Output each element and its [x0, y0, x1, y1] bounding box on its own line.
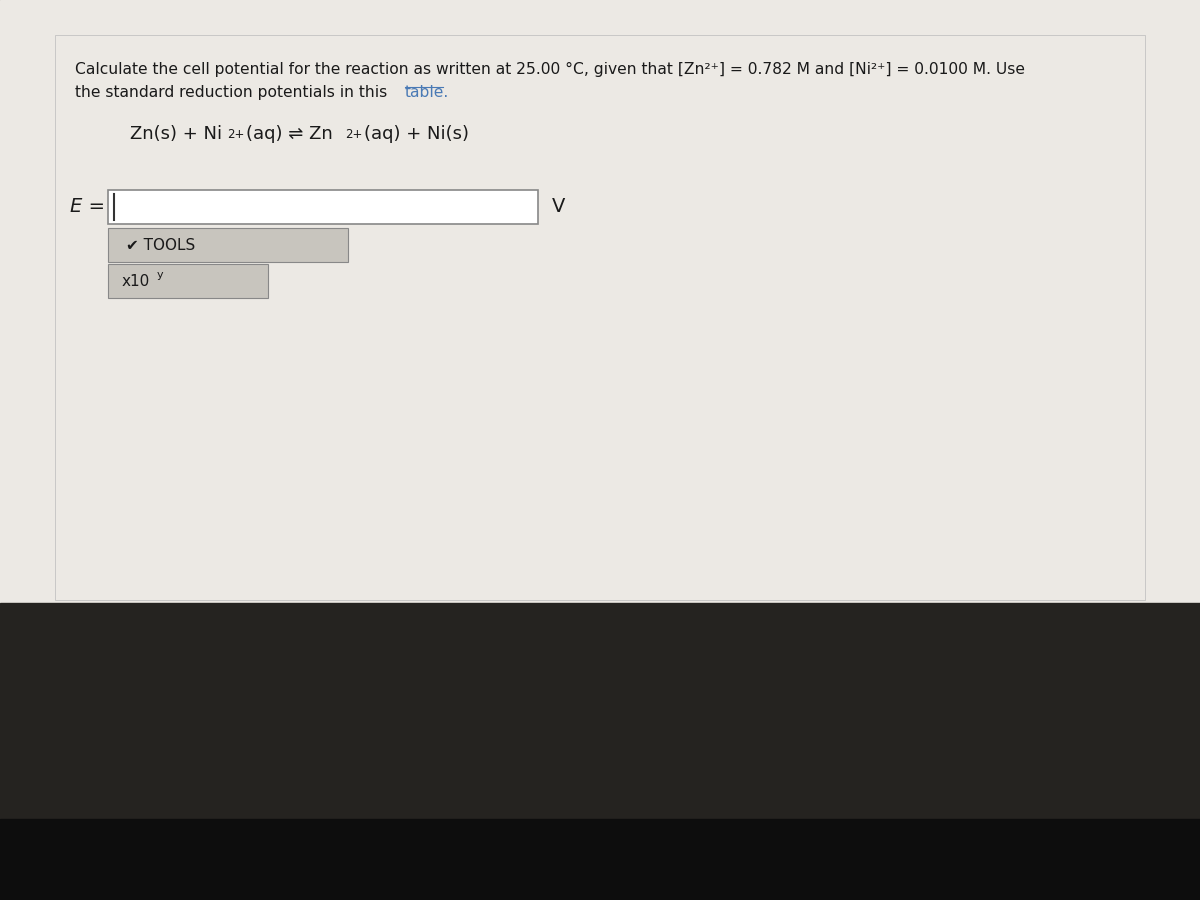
- Text: Calculate the cell potential for the reaction as written at 25.00 °C, given that: Calculate the cell potential for the rea…: [74, 62, 1025, 77]
- Text: table.: table.: [406, 85, 449, 100]
- Text: Zn(s) + Ni: Zn(s) + Ni: [130, 125, 222, 143]
- FancyBboxPatch shape: [108, 190, 538, 224]
- Text: the standard reduction potentials in this: the standard reduction potentials in thi…: [74, 85, 392, 100]
- Text: 2+: 2+: [227, 128, 245, 141]
- FancyBboxPatch shape: [108, 264, 268, 298]
- Text: E =: E =: [70, 197, 106, 217]
- Text: (aq) + Ni(s): (aq) + Ni(s): [364, 125, 469, 143]
- Text: ✔ TOOLS: ✔ TOOLS: [126, 238, 196, 253]
- Text: V: V: [552, 197, 565, 217]
- Text: (aq) ⇌ Zn: (aq) ⇌ Zn: [246, 125, 332, 143]
- Text: MacBook Pro: MacBook Pro: [547, 841, 653, 859]
- FancyBboxPatch shape: [108, 228, 348, 262]
- Text: 2+: 2+: [346, 128, 362, 141]
- FancyBboxPatch shape: [55, 35, 1145, 600]
- Text: x10: x10: [122, 274, 150, 289]
- Text: y: y: [157, 270, 163, 280]
